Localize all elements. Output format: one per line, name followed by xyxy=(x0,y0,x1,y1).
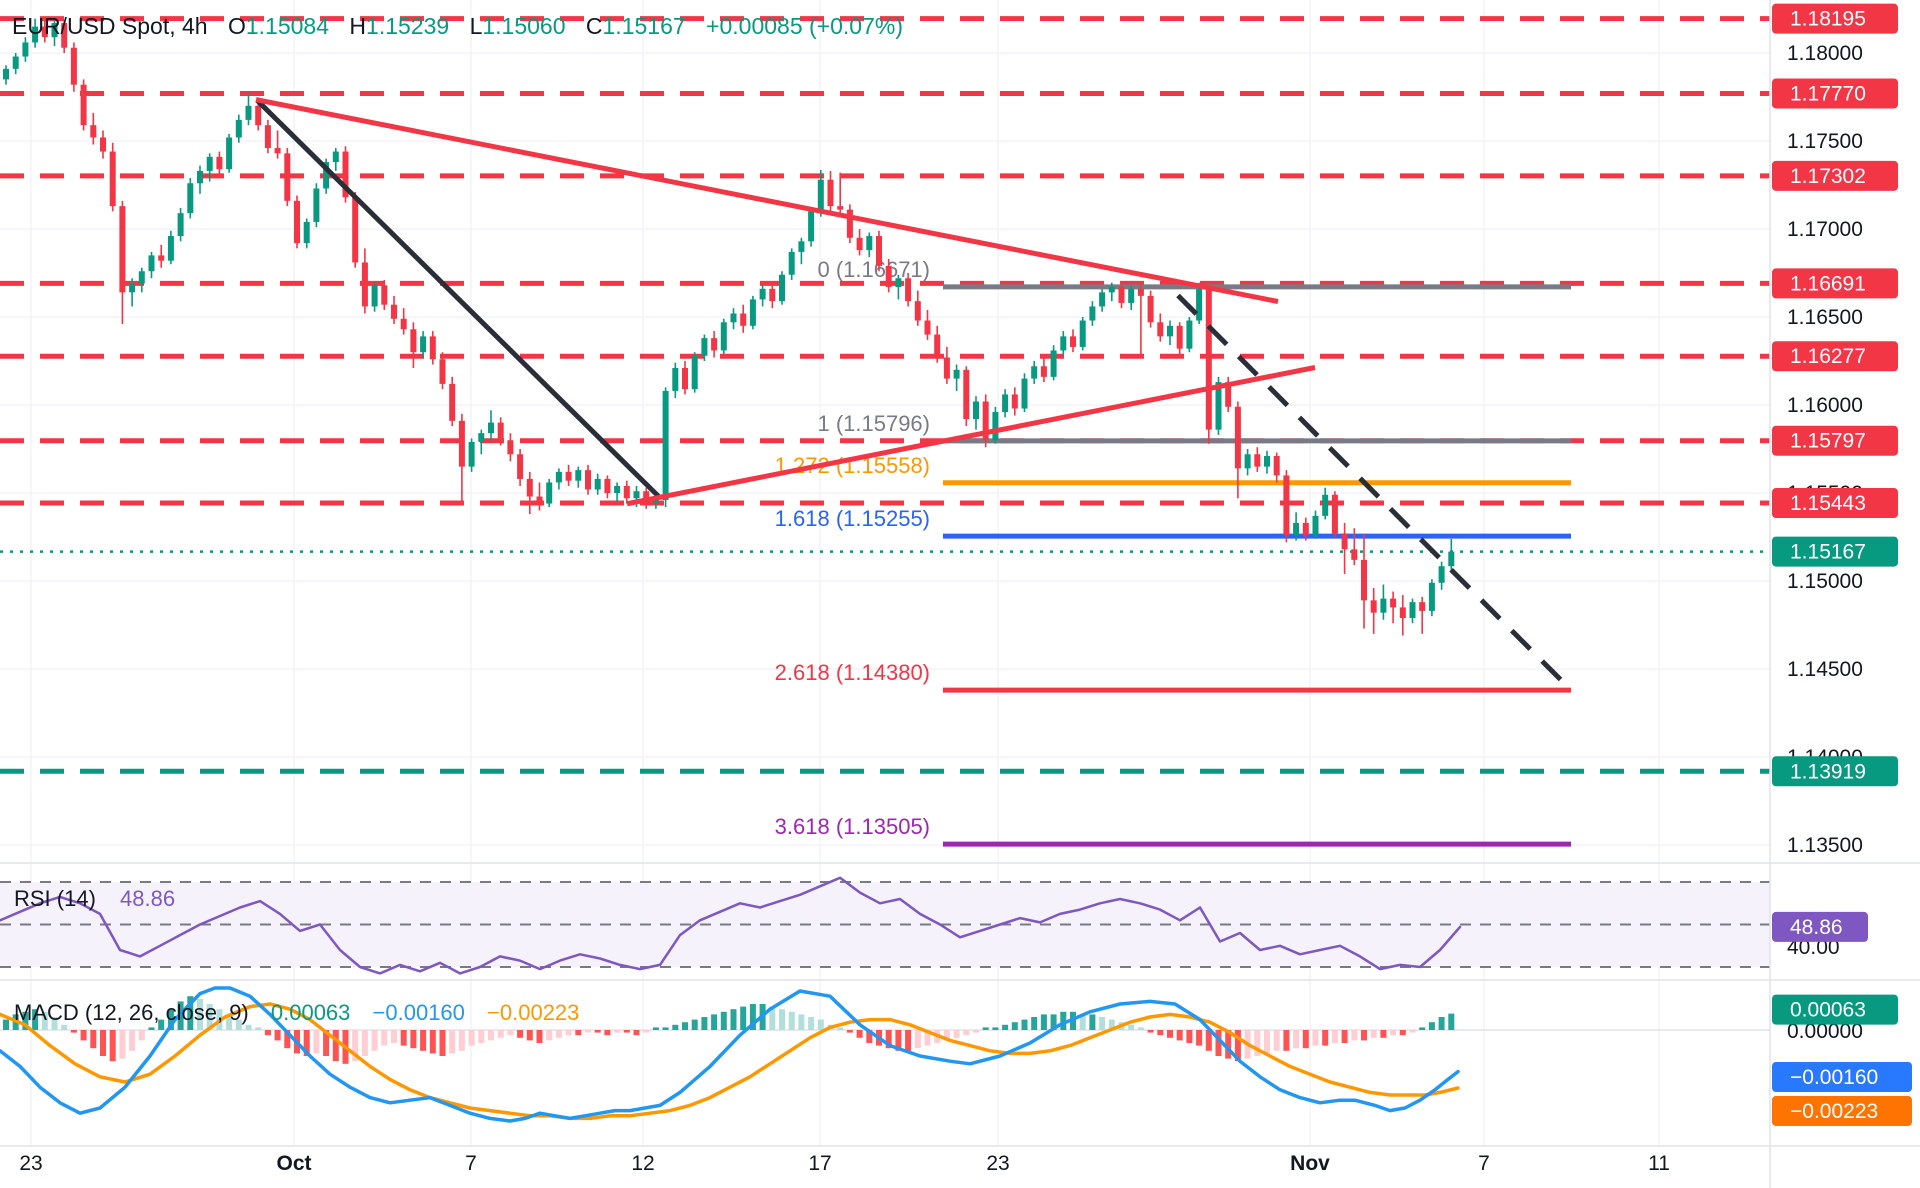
price-alert-levels[interactable] xyxy=(0,16,1770,774)
macd-lines xyxy=(0,986,1460,1123)
price-level-badge: 1.17302 xyxy=(1772,160,1898,191)
time-axis[interactable]: 23 Oct 7 12 17 23 Nov 7 11 xyxy=(19,1152,1670,1175)
price-axis-label: 1.16000 xyxy=(1787,394,1863,417)
time-axis-label: Oct xyxy=(276,1152,311,1175)
svg-text:1.15797: 1.15797 xyxy=(1790,430,1866,453)
svg-text:1.17302: 1.17302 xyxy=(1790,165,1866,188)
time-axis-label: 23 xyxy=(986,1152,1009,1175)
macd-axis-zero-label: 0.00000 xyxy=(1787,1020,1863,1043)
svg-text:1.16277: 1.16277 xyxy=(1790,345,1866,368)
svg-text:48.86: 48.86 xyxy=(1790,916,1843,939)
svg-text:−0.00223: −0.00223 xyxy=(1790,1100,1878,1123)
price-level-badge: 1.13919 xyxy=(1772,756,1898,787)
price-axis-label: 1.18000 xyxy=(1787,42,1863,65)
macd-line-badge: −0.00160 xyxy=(1772,1062,1912,1092)
price-axis-label: 1.15000 xyxy=(1787,570,1863,593)
price-axis-label: 1.13500 xyxy=(1787,834,1863,857)
price-axis-label: 1.14500 xyxy=(1787,658,1863,681)
price-level-badge: 1.16691 xyxy=(1772,268,1898,299)
svg-text:1.18195: 1.18195 xyxy=(1790,8,1866,31)
svg-text:1.15443: 1.15443 xyxy=(1790,492,1866,515)
grid-lines xyxy=(0,0,1770,1146)
svg-text:1.16691: 1.16691 xyxy=(1790,272,1866,295)
trendline-red-upper[interactable] xyxy=(255,97,1279,304)
fib-extension-tool[interactable]: 0 (1.16671) 1 (1.15796) 1.272 (1.15558) 1.6… xyxy=(775,257,1571,847)
svg-text:1.15167: 1.15167 xyxy=(1790,541,1866,564)
time-axis-label: 12 xyxy=(631,1152,654,1175)
price-level-badge: 1.16277 xyxy=(1772,341,1898,372)
svg-text:1.17770: 1.17770 xyxy=(1790,82,1866,105)
macd-signal-badge: −0.00223 xyxy=(1772,1096,1912,1126)
time-axis-label: 11 xyxy=(1648,1152,1670,1175)
price-axis-label: 1.17000 xyxy=(1787,218,1863,241)
rsi-line xyxy=(0,876,1462,975)
trendline-black-dashed[interactable] xyxy=(1176,293,1572,691)
svg-text:1.13919: 1.13919 xyxy=(1790,760,1866,783)
rsi-band xyxy=(0,881,1770,968)
price-axis-label: 1.17500 xyxy=(1787,130,1863,153)
price-level-badge: 1.15797 xyxy=(1772,425,1898,456)
price-level-badge: 1.15443 xyxy=(1772,488,1898,519)
rsi-value-badge: 48.86 xyxy=(1772,911,1868,942)
fib-level-label: 2.618 (1.14380) xyxy=(775,660,930,685)
trendline-red-lower[interactable] xyxy=(626,365,1316,507)
time-axis-label: Nov xyxy=(1290,1152,1330,1175)
price-level-badge: 1.18195 xyxy=(1772,3,1898,34)
time-axis-label: 17 xyxy=(808,1152,831,1175)
svg-text:−0.00160: −0.00160 xyxy=(1790,1066,1878,1089)
time-axis-label: 7 xyxy=(465,1152,477,1175)
time-axis-label: 7 xyxy=(1478,1152,1490,1175)
fib-level-label: 1 (1.15796) xyxy=(817,411,930,436)
price-level-badge: 1.15167 xyxy=(1772,536,1898,567)
svg-text:0.00063: 0.00063 xyxy=(1790,999,1866,1022)
fib-level-label: 0 (1.16671) xyxy=(817,257,930,282)
macd-hist-badge: 0.00063 xyxy=(1772,994,1898,1025)
price-axis-label: 1.16500 xyxy=(1787,306,1863,329)
fib-level-label: 3.618 (1.13505) xyxy=(775,814,930,839)
trendline-black-solid[interactable] xyxy=(255,98,662,500)
candlestick-series xyxy=(3,18,1455,636)
price-level-badge: 1.17770 xyxy=(1772,78,1898,109)
fib-level-label: 1.618 (1.15255) xyxy=(775,506,930,531)
fib-level-label: 1.272 (1.15558) xyxy=(775,453,930,478)
time-axis-label: 23 xyxy=(19,1152,42,1175)
